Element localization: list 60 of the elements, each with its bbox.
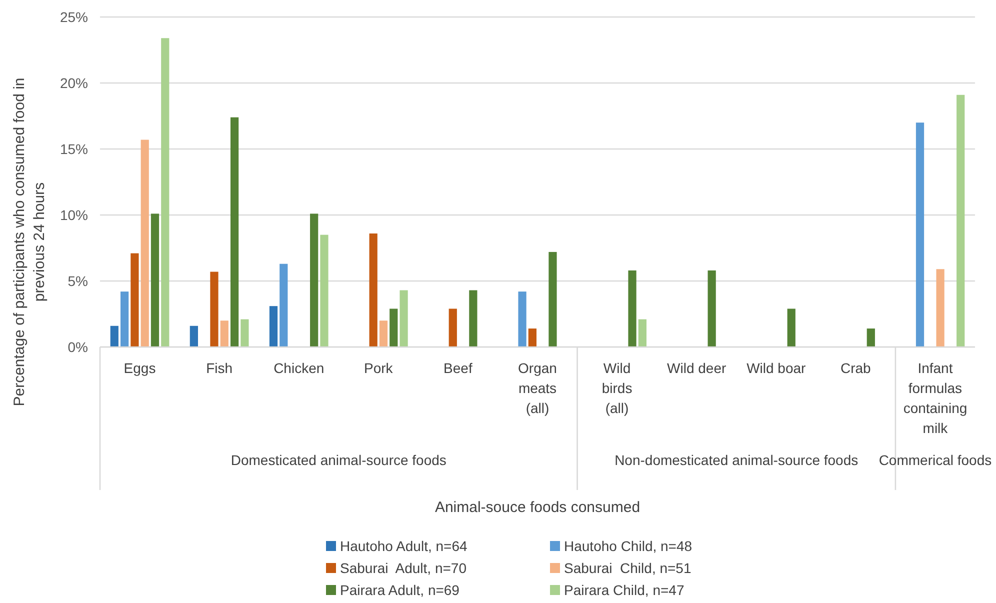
x-tick-label: Chicken xyxy=(274,360,324,376)
x-tick-label: Wild deer xyxy=(667,360,726,376)
bar xyxy=(369,233,378,347)
y-tick-label: 20% xyxy=(60,74,88,91)
legend-label: Pairara Child, n=47 xyxy=(564,582,684,598)
bar xyxy=(400,290,408,347)
y-tick-label: 5% xyxy=(68,272,88,289)
bar xyxy=(280,264,288,347)
bar xyxy=(269,306,278,347)
x-tick-label: Pork xyxy=(364,360,394,376)
bar xyxy=(140,140,149,347)
bar xyxy=(161,38,170,347)
bar xyxy=(390,308,398,347)
legend-label: Pairara Adult, n=69 xyxy=(340,582,460,598)
bar xyxy=(866,328,875,347)
legend-label: Hautoho Child, n=48 xyxy=(564,538,692,554)
legend-label: Saburai Child, n=51 xyxy=(564,560,692,576)
x-axis-title: Animal-souce foods consumed xyxy=(434,499,640,516)
bar xyxy=(320,234,328,347)
x-tick-label: Wild boar xyxy=(746,360,806,376)
bar xyxy=(230,117,239,347)
bar xyxy=(936,269,944,347)
y-tick-label: 10% xyxy=(60,206,88,223)
y-tick-label: 15% xyxy=(60,140,88,157)
x-tick-label: Beef xyxy=(444,360,472,376)
bar xyxy=(190,326,198,347)
bar xyxy=(638,319,646,347)
legend-label: Saburai Adult, n=70 xyxy=(340,560,467,576)
bar xyxy=(628,270,636,347)
text: Commerical foods xyxy=(878,452,992,468)
bar xyxy=(379,320,388,347)
text: Domesticated animal-source foods xyxy=(230,452,446,468)
y-tick-label: 0% xyxy=(68,338,88,355)
legend-label: Hautoho Adult, n=64 xyxy=(340,538,468,554)
text: Non-domesticated animal-source foods xyxy=(614,452,858,468)
x-tick-label: Fish xyxy=(206,360,233,376)
bar xyxy=(469,290,478,347)
bar xyxy=(518,292,526,347)
bar xyxy=(310,214,318,347)
x-tick-label: Organ meats (all) xyxy=(518,360,557,416)
bar xyxy=(130,253,139,347)
y-axis-title: Percentage of participants who consumed food in previous 24 hours xyxy=(11,78,48,406)
bar xyxy=(240,319,249,347)
bar xyxy=(548,252,557,347)
x-tick-label: Eggs xyxy=(124,360,156,376)
y-tick-label: 25% xyxy=(60,8,88,25)
bar xyxy=(956,94,965,347)
bar xyxy=(528,328,536,347)
bar xyxy=(787,308,796,347)
bar xyxy=(210,272,218,347)
bar xyxy=(120,292,129,347)
x-tick-label: Infant formulas containing milk xyxy=(903,360,968,436)
x-tick-label: Crab xyxy=(840,360,872,376)
bar xyxy=(448,308,457,347)
bar xyxy=(110,326,118,347)
bar xyxy=(708,270,716,347)
x-tick-label: Wild birds (all) xyxy=(602,360,632,416)
bar xyxy=(916,122,924,347)
bar xyxy=(220,320,228,347)
bar xyxy=(150,214,160,347)
